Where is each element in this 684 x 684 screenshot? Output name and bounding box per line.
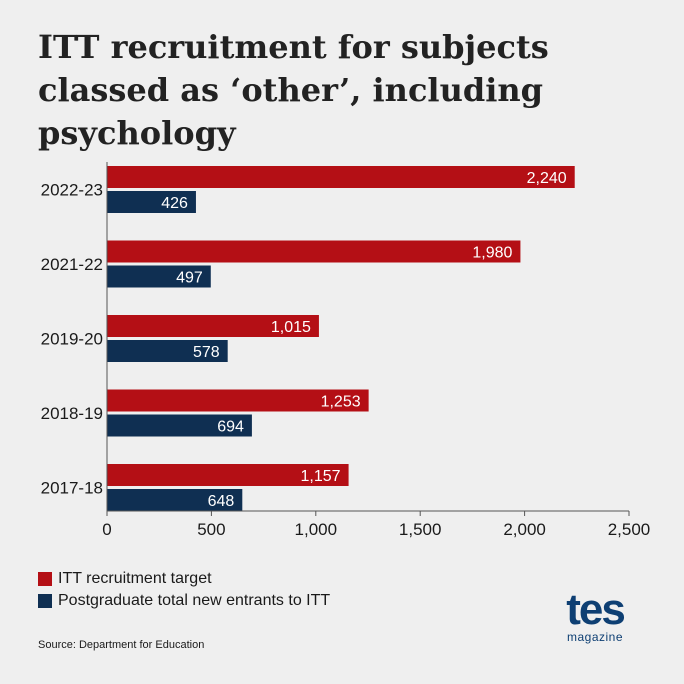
bar-entrants — [107, 191, 196, 213]
data-label-entrants: 648 — [208, 493, 235, 510]
category-label: 2017-18 — [41, 479, 103, 498]
data-label-target: 1,980 — [472, 245, 512, 262]
source-note: Source: Department for Education — [38, 639, 205, 651]
legend-item-target: ITT recruitment target — [38, 568, 330, 590]
bar-target — [107, 166, 575, 188]
bar-target — [107, 315, 319, 337]
legend-label-target: ITT recruitment target — [58, 570, 212, 587]
data-label-target: 2,240 — [527, 170, 567, 187]
x-tick-label: 2,000 — [503, 520, 546, 539]
data-label-target: 1,015 — [271, 319, 311, 336]
data-label-entrants: 426 — [161, 195, 188, 212]
category-label: 2022-23 — [41, 181, 103, 200]
logo-sub-text: magazine — [566, 630, 624, 644]
x-tick-label: 500 — [197, 520, 225, 539]
legend-label-entrants: Postgraduate total new entrants to ITT — [58, 592, 331, 609]
category-label: 2021-22 — [41, 255, 103, 274]
data-label-entrants: 694 — [217, 419, 244, 436]
chart-title: ITT recruitment for subjects classed as … — [38, 28, 549, 152]
data-label-target: 1,253 — [321, 394, 361, 411]
bar-target — [107, 389, 369, 412]
data-label-entrants: 578 — [193, 344, 220, 361]
category-label: 2019-20 — [41, 330, 103, 349]
bar-entrants — [107, 489, 243, 511]
category-label: 2018-19 — [41, 404, 103, 423]
legend: ITT recruitment target Postgraduate tota… — [38, 568, 330, 612]
x-tick-label: 1,000 — [295, 520, 338, 539]
x-tick-label: 2,500 — [608, 520, 651, 539]
data-label-entrants: 497 — [176, 270, 203, 287]
bar-entrants — [107, 414, 252, 437]
tes-magazine-logo: tes magazine — [555, 585, 635, 644]
bar-chart: 2022-23 2,240 426 2021-22 1,980 497 2019-20 1,0… — [41, 162, 651, 539]
logo-main-text: tes — [566, 585, 626, 634]
legend-swatch-entrants — [38, 594, 52, 608]
bar-entrants — [107, 265, 211, 288]
x-tick-label: 0 — [102, 520, 111, 539]
data-label-target: 1,157 — [301, 468, 341, 485]
legend-swatch-target — [38, 572, 52, 586]
legend-item-entrants: Postgraduate total new entrants to ITT — [38, 590, 330, 612]
bar-target — [107, 464, 349, 486]
bar-entrants — [107, 340, 228, 362]
x-tick-label: 1,500 — [399, 520, 442, 539]
bar-target — [107, 240, 521, 263]
